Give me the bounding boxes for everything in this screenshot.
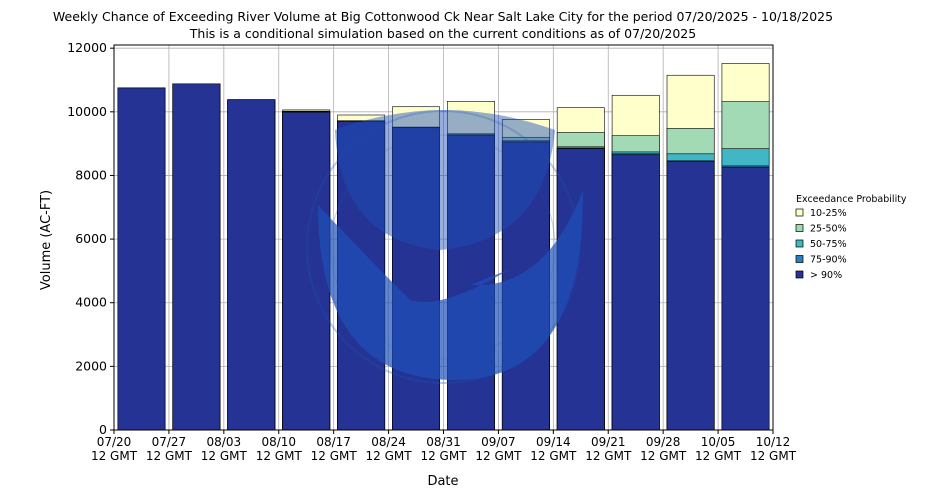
y-tick-label: 0 [99, 422, 107, 437]
legend-label: 10-25% [810, 208, 847, 219]
legend-swatch-2550 [795, 224, 804, 232]
x-tick-label: 08/24 12 GMT [366, 435, 413, 463]
x-axis: 07/20 12 GMT 07/27 12 GMT 08/03 12 GMT 08/10 12… [91, 430, 797, 463]
legend: Exceedance Probability 10-25% 25-50% 50-75… [795, 194, 907, 281]
bar-90-0 [117, 87, 166, 431]
y-tick-label: 8000 [75, 167, 107, 182]
x-tick-label: 09/28 12 GMT [640, 435, 687, 463]
y-tick-label: 12000 [67, 40, 107, 55]
seal-wave-shape [318, 190, 584, 380]
bar-90-5 [392, 127, 440, 431]
x-tick-label: 08/03 12 GMT [201, 435, 248, 463]
x-tick-label: 07/20 12 GMT [91, 435, 138, 463]
bar-90-1 [172, 83, 221, 431]
plot-area [113, 44, 774, 431]
y-tick-label: 2000 [75, 358, 107, 373]
legend-swatch-90 [795, 270, 804, 279]
seal-upper-shape [335, 110, 555, 250]
legend-label: 25-50% [810, 224, 847, 235]
y-tick-label: 4000 [75, 295, 107, 310]
x-tick-label: 08/31 12 GMT [420, 435, 467, 463]
x-tick-label: 09/07 12 GMT [475, 435, 522, 463]
x-tick-label: 08/17 12 GMT [311, 435, 358, 463]
legend-label: > 90% [810, 270, 842, 281]
y-tick-label: 6000 [75, 231, 107, 246]
x-tick-label: 09/21 12 GMT [585, 435, 632, 463]
legend-label: 75-90% [810, 255, 847, 266]
legend-swatch-7590 [795, 255, 804, 263]
bar-90-6 [447, 135, 495, 431]
x-tick-label: 09/14 12 GMT [530, 435, 577, 463]
x-tick-label: 10/12 12 GMT [750, 435, 797, 463]
legend-swatch-5075 [795, 239, 804, 248]
y-axis: 0 2000 4000 6000 8000 10000 12000 [67, 40, 114, 437]
y-axis-label: Volume (AC-FT) [39, 190, 54, 290]
x-axis-label: Date [427, 474, 458, 489]
bar-90-11 [721, 166, 770, 431]
bar-90-2 [227, 99, 276, 431]
chart-subtitle: This is a conditional simulation based o… [189, 26, 696, 41]
x-tick-label: 07/27 12 GMT [146, 435, 193, 463]
legend-title: Exceedance Probability [796, 194, 907, 205]
x-tick-label: 10/05 12 GMT [695, 435, 742, 463]
x-tick-label: 08/10 12 GMT [256, 435, 303, 463]
bar-90-3 [282, 111, 331, 431]
y-tick-label: 10000 [67, 104, 107, 119]
legend-swatch-1025 [795, 208, 804, 217]
bar-90-10 [666, 161, 715, 431]
agency-seal-watermark [306, 110, 584, 384]
legend-label: 50-75% [810, 239, 847, 250]
bar-90-9 [611, 154, 660, 431]
chart-title: Weekly Chance of Exceeding River Volume … [53, 9, 833, 24]
